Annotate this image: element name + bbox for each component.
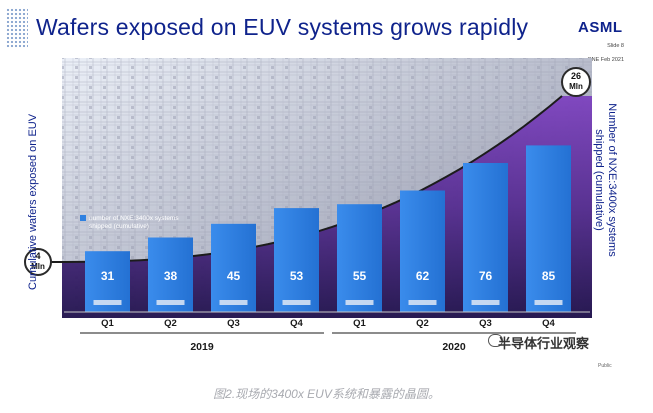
bar-value-label: 62 bbox=[416, 269, 430, 283]
mini-legend-strip bbox=[345, 300, 374, 305]
x-tick-label: Q4 bbox=[542, 318, 555, 329]
mini-legend-strip bbox=[408, 300, 437, 305]
mini-legend-strip bbox=[534, 300, 563, 305]
bar-value-label: 76 bbox=[479, 269, 493, 283]
dot-grid-decoration bbox=[6, 8, 28, 48]
bar-value-label: 85 bbox=[542, 269, 556, 283]
x-tick-label: Q2 bbox=[164, 318, 177, 329]
mini-legend-strip bbox=[93, 300, 122, 305]
wafers-chart: 31 38 45 53 55 62 76 85 number of NXE:3400x sys… bbox=[24, 58, 592, 353]
figure-caption: 图2.现场的3400x EUV系统和暴露的晶圆。 bbox=[213, 387, 440, 401]
start-circle: 4 Mln bbox=[24, 248, 52, 276]
mini-legend-strip bbox=[282, 300, 311, 305]
bar-7 bbox=[463, 163, 508, 312]
legend: number of NXE:3400x systems shipped (cum… bbox=[80, 215, 179, 230]
slide-date: ONE Feb 2021 bbox=[587, 57, 624, 63]
year-label: 2020 bbox=[442, 341, 466, 353]
bar-mini-legends bbox=[93, 300, 563, 305]
bar-value-label: 53 bbox=[290, 269, 304, 283]
x-tick-label: Q1 bbox=[101, 318, 114, 329]
slide-number: Slide 8 bbox=[607, 43, 624, 49]
title-band: Wafers exposed on EUV systems grows rapi… bbox=[0, 0, 600, 52]
y-axis-label-left: Cumulative wafers exposed on EUV bbox=[27, 113, 39, 290]
watermark: 半导体行业观察 bbox=[498, 336, 590, 351]
start-label-number: 4 bbox=[35, 251, 40, 261]
public-label: Public bbox=[598, 363, 612, 369]
legend-swatch bbox=[80, 215, 86, 221]
end-circle: 26 Mln bbox=[561, 67, 591, 97]
bar-2 bbox=[148, 237, 193, 312]
wechat-icon bbox=[488, 334, 503, 347]
x-tick-labels: Q1 Q2 Q3 Q4 Q1 Q2 Q3 Q4 bbox=[101, 318, 555, 329]
legend-label-line1: number of NXE:3400x systems bbox=[89, 215, 179, 222]
bar-3 bbox=[211, 223, 256, 312]
year-labels: 2019 2020 bbox=[80, 332, 576, 353]
bar-8 bbox=[526, 145, 571, 312]
mini-legend-strip bbox=[156, 300, 185, 305]
x-tick-label: Q4 bbox=[290, 318, 303, 329]
end-label-number: 26 bbox=[571, 71, 581, 81]
bar-value-label: 38 bbox=[164, 269, 178, 283]
slide: Wafers exposed on EUV systems grows rapi… bbox=[0, 0, 624, 369]
bar-value-label: 55 bbox=[353, 269, 367, 283]
bar-4 bbox=[274, 208, 319, 312]
x-tick-label: Q2 bbox=[416, 318, 429, 329]
slide-title: Wafers exposed on EUV systems grows rapi… bbox=[36, 14, 529, 40]
x-tick-label: Q1 bbox=[353, 318, 366, 329]
end-label-unit: Mln bbox=[569, 82, 583, 91]
mini-legend-strip bbox=[219, 300, 248, 305]
bar-5 bbox=[337, 204, 382, 312]
bar-value-label: 31 bbox=[101, 269, 115, 283]
year-label: 2019 bbox=[190, 341, 214, 353]
bar-value-label: 45 bbox=[227, 269, 241, 283]
x-tick-label: Q3 bbox=[227, 318, 240, 329]
y-axis-label-right: Number of NXE:3400x systems shipped (cum… bbox=[593, 103, 618, 257]
legend-label-line2: shipped (cumulative) bbox=[89, 223, 149, 230]
x-tick-label: Q3 bbox=[479, 318, 492, 329]
mini-legend-strip bbox=[471, 300, 500, 305]
start-label-unit: Mln bbox=[31, 262, 45, 271]
bar-series bbox=[85, 145, 571, 312]
bar-6 bbox=[400, 190, 445, 312]
bar-value-labels: 31 38 45 53 55 62 76 85 bbox=[101, 269, 556, 283]
asml-logo: ASML bbox=[578, 19, 623, 36]
